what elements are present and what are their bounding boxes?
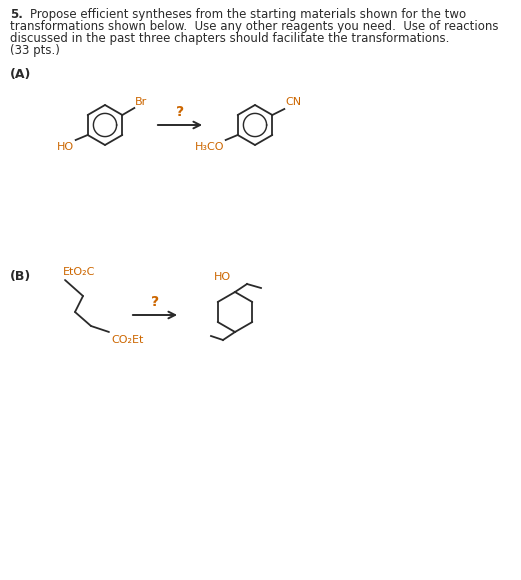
Text: HO: HO	[214, 272, 231, 282]
Text: (B): (B)	[10, 270, 31, 283]
Text: ?: ?	[176, 105, 184, 119]
Text: Br: Br	[135, 97, 147, 107]
Text: CN: CN	[286, 97, 302, 107]
Text: H₃CO: H₃CO	[195, 142, 225, 152]
Text: CO₂Et: CO₂Et	[111, 335, 143, 345]
Text: HO: HO	[57, 142, 73, 152]
Text: Propose efficient syntheses from the starting materials shown for the two: Propose efficient syntheses from the sta…	[30, 8, 466, 21]
Text: EtO₂C: EtO₂C	[63, 267, 95, 277]
Text: (A): (A)	[10, 68, 31, 81]
Text: discussed in the past three chapters should facilitate the transformations.: discussed in the past three chapters sho…	[10, 32, 450, 45]
Text: 5.: 5.	[10, 8, 23, 21]
Text: ?: ?	[151, 295, 159, 309]
Text: (33 pts.): (33 pts.)	[10, 44, 60, 57]
Text: transformations shown below.  Use any other reagents you need.  Use of reactions: transformations shown below. Use any oth…	[10, 20, 499, 33]
